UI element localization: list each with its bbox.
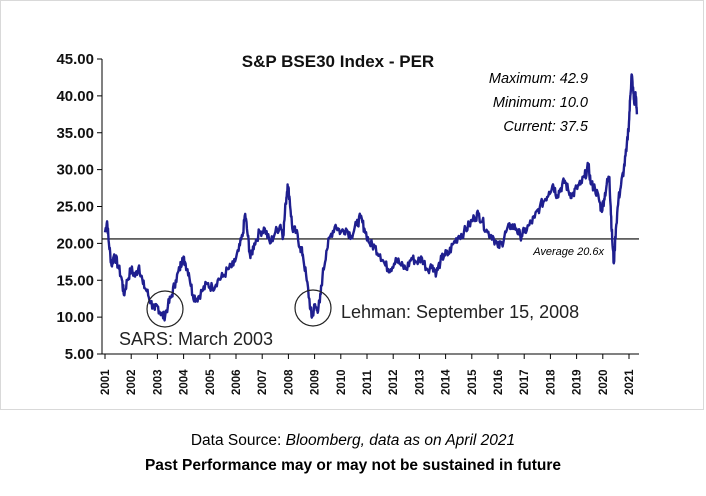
- stat-minimum: Minimum: 10.0: [493, 95, 588, 111]
- x-tick-label: 2020: [598, 369, 610, 395]
- x-tick-label: 2016: [493, 369, 505, 395]
- x-axis-ticks: 2001 2002 2003 2004 2005 2006 2007 2008 2009 2010…: [100, 354, 636, 395]
- per-series-line: [103, 73, 639, 322]
- x-tick-label: 2012: [388, 369, 400, 395]
- lehman-circle: [294, 289, 332, 327]
- y-tick-label: 40.00: [56, 88, 94, 105]
- per-line-chart: S&P BSE30 Index - PER 45.00 40.00 35.00 30.…: [56, 51, 639, 395]
- y-tick-label: 5.00: [65, 346, 94, 363]
- stat-current: Current: 37.5: [503, 119, 589, 135]
- x-tick-label: 2019: [572, 369, 584, 395]
- y-tick-label: 45.00: [56, 51, 94, 68]
- data-source-value: Bloomberg, data as on April 2021: [281, 432, 516, 449]
- x-tick-label: 2002: [126, 369, 138, 395]
- y-axis-ticks: 45.00 40.00 35.00 30.00 25.00 20.00 15.00 10.00…: [56, 51, 102, 363]
- x-tick-label: 2021: [624, 369, 636, 395]
- y-tick-label: 15.00: [56, 272, 94, 289]
- stat-maximum: Maximum: 42.9: [489, 71, 588, 87]
- x-tick-label: 2015: [467, 369, 479, 395]
- x-tick-label: 2001: [100, 369, 112, 395]
- average-label: Average 20.6x: [532, 246, 604, 258]
- x-tick-label: 2008: [283, 369, 295, 395]
- y-tick-label: 20.00: [56, 235, 94, 252]
- x-tick-label: 2010: [336, 369, 348, 395]
- annotation-sars: SARS: March 2003: [119, 329, 273, 349]
- chart-title: S&P BSE30 Index - PER: [242, 52, 434, 71]
- y-tick-label: 30.00: [56, 162, 94, 179]
- x-tick-label: 2004: [179, 369, 191, 395]
- y-tick-label: 25.00: [56, 199, 94, 216]
- sars-circle: [146, 290, 184, 328]
- x-tick-label: 2018: [545, 369, 557, 395]
- chart-frame: S&P BSE30 Index - PER 45.00 40.00 35.00 30.…: [0, 0, 704, 410]
- x-tick-label: 2017: [519, 369, 531, 395]
- x-tick-label: 2009: [310, 369, 322, 395]
- data-source-caption: Data Source: Bloomberg, data as on April…: [0, 432, 706, 450]
- x-tick-label: 2013: [414, 369, 426, 395]
- y-tick-label: 10.00: [56, 309, 94, 326]
- x-tick-label: 2006: [231, 369, 243, 395]
- x-tick-label: 2003: [152, 369, 164, 395]
- x-tick-label: 2007: [257, 369, 269, 395]
- annotation-lehman: Lehman: September 15, 2008: [341, 302, 579, 322]
- disclaimer-caption: Past Performance may or may not be susta…: [144, 457, 562, 474]
- data-source-label: Data Source:: [190, 432, 282, 449]
- y-tick-label: 35.00: [56, 125, 94, 142]
- x-tick-label: 2014: [441, 369, 453, 395]
- x-tick-label: 2011: [362, 369, 374, 395]
- x-tick-label: 2005: [205, 369, 217, 395]
